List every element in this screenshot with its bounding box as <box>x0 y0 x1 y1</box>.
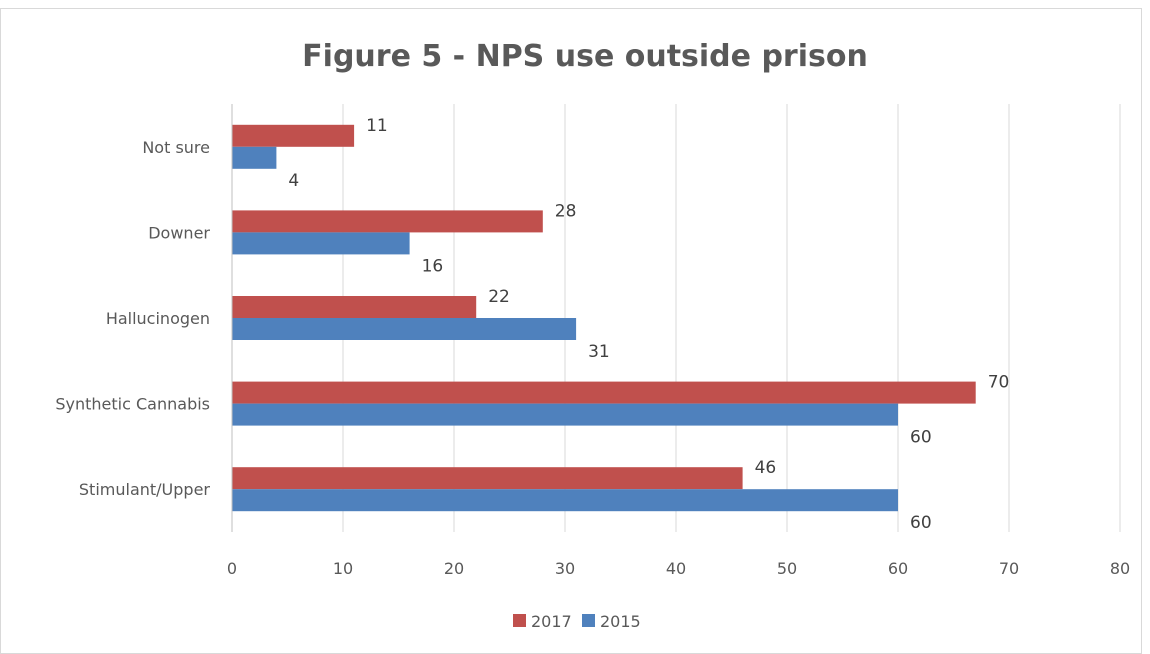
category-label: Stimulant/Upper <box>79 480 211 499</box>
data-label: 60 <box>910 428 932 448</box>
x-tick-label: 20 <box>444 559 464 578</box>
x-tick-label: 0 <box>227 559 237 578</box>
data-label: 46 <box>755 458 777 478</box>
gridlines <box>342 104 1121 532</box>
category-label: Hallucinogen <box>106 309 210 328</box>
chart-title: Figure 5 - NPS use outside prison <box>302 39 868 74</box>
x-tick-label: 10 <box>333 559 353 578</box>
bar-2017 <box>232 124 355 147</box>
bars <box>232 124 976 512</box>
data-labels: 11 4 28 16 22 31 70 60 46 60 <box>288 116 1009 533</box>
legend-label: 2017 <box>531 612 572 631</box>
legend-swatch-2017 <box>513 614 526 627</box>
legend: 2017 2015 <box>513 612 641 631</box>
x-tick-label: 30 <box>555 559 575 578</box>
category-label: Downer <box>148 223 210 242</box>
legend-swatch-2015 <box>582 614 595 627</box>
bar-2015 <box>232 232 410 255</box>
data-label: 31 <box>588 342 610 362</box>
x-tick-label: 50 <box>777 559 797 578</box>
x-tick-label: 60 <box>888 559 908 578</box>
bar-2015 <box>232 489 898 512</box>
x-tick-label: 40 <box>666 559 686 578</box>
data-label: 11 <box>366 116 388 136</box>
data-label: 16 <box>422 256 444 276</box>
x-tick-labels: 0 10 20 30 40 50 60 70 80 <box>227 559 1130 578</box>
x-tick-label: 80 <box>1110 559 1130 578</box>
data-label: 22 <box>488 287 510 307</box>
x-tick-label: 70 <box>999 559 1019 578</box>
category-labels: Not sure Downer Hallucinogen Synthetic Cann… <box>55 138 210 499</box>
legend-label: 2015 <box>600 612 641 631</box>
data-label: 28 <box>555 201 577 221</box>
bar-2017 <box>232 467 743 490</box>
bar-2017 <box>232 381 976 404</box>
data-label: 4 <box>288 171 299 191</box>
bar-2015 <box>232 318 577 340</box>
data-label: 60 <box>910 513 932 533</box>
category-label: Not sure <box>142 138 210 157</box>
category-label: Synthetic Cannabis <box>55 395 210 414</box>
bar-2015 <box>232 146 277 169</box>
data-label: 70 <box>988 373 1010 393</box>
bar-2017 <box>232 296 477 318</box>
bar-2015 <box>232 403 898 426</box>
bar-2017 <box>232 210 543 233</box>
